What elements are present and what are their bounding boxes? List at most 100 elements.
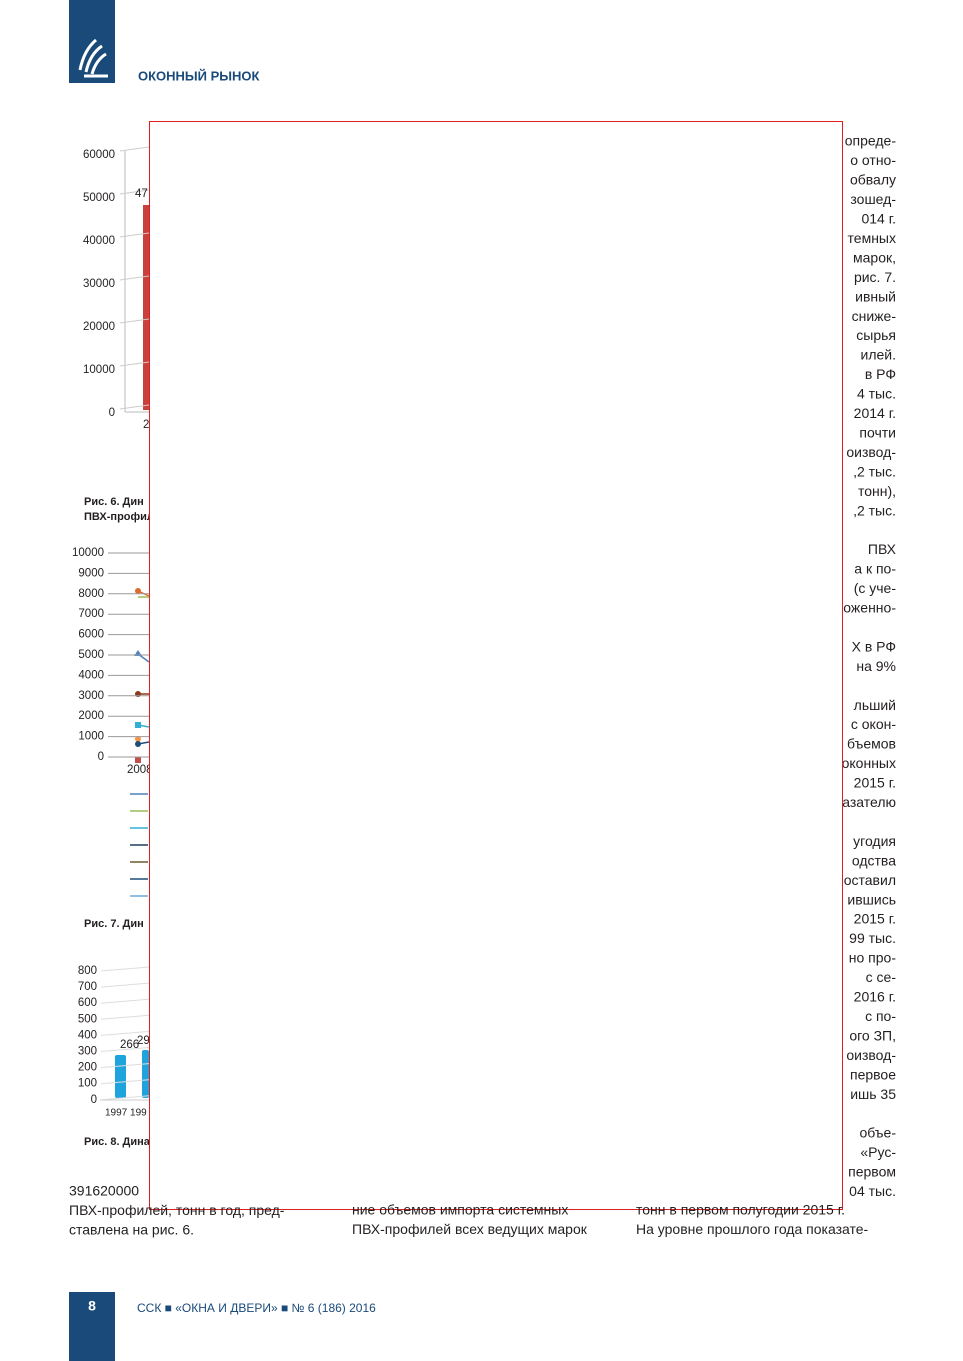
body-text: в РФ — [865, 366, 896, 382]
body-text: первое — [850, 1066, 896, 1082]
body-text: 99 тыс. — [849, 930, 896, 946]
y-tick-label: 700 — [78, 981, 97, 993]
body-text: ,2 тыс. — [853, 502, 896, 518]
y-tick-label: 30000 — [83, 278, 115, 290]
body-text: с окон- — [851, 716, 896, 732]
body-text: 04 тыс. — [849, 1183, 896, 1199]
y-tick-label: 0 — [109, 407, 115, 419]
body-text: «Рус- — [860, 1144, 896, 1160]
footer-issue: ССК ■ «ОКНА И ДВЕРИ» ■ № 6 (186) 2016 — [137, 1301, 376, 1315]
y-tick-label: 9000 — [78, 567, 104, 579]
body-text: зошед- — [850, 191, 896, 207]
body-text: угодия — [853, 833, 896, 849]
body-text: оизвод- — [846, 1047, 896, 1063]
grid-line — [119, 404, 150, 410]
y-tick-label: 8000 — [78, 588, 104, 600]
body-text: первом — [848, 1164, 896, 1180]
body-text: но про- — [849, 950, 897, 966]
value-label: 47 — [135, 188, 148, 200]
grid-line — [119, 361, 150, 367]
body-text: оизвод- — [846, 444, 896, 460]
body-text: на 9% — [856, 658, 896, 674]
y-tick-label: 0 — [98, 751, 104, 763]
body-text: оконных — [842, 755, 896, 771]
body-text: ивный — [855, 288, 896, 304]
y-tick-label: 800 — [78, 965, 97, 977]
body-text: с се- — [866, 969, 897, 985]
body-text: сниже- — [852, 308, 897, 324]
y-tick-label: 200 — [78, 1062, 97, 1074]
y-tick-label: 60000 — [83, 149, 115, 161]
body-text: илей. — [861, 347, 897, 363]
y-tick-label: 5000 — [78, 649, 104, 661]
grid-line — [119, 189, 150, 195]
grid-line — [100, 1030, 150, 1036]
x-tick-label: 2008 — [127, 764, 153, 776]
grid-line — [119, 318, 150, 324]
grid-line — [100, 1063, 150, 1069]
y-tick-label: 7000 — [78, 608, 104, 620]
y-tick-label: 1000 — [78, 731, 104, 743]
body-text: почти — [859, 424, 896, 440]
grid-line — [100, 1014, 150, 1020]
body-text: сырья — [856, 327, 896, 343]
y-tick-label: 6000 — [78, 629, 104, 641]
body-text: ПВХ-профилей всех ведущих марок — [352, 1221, 588, 1237]
figure8-decor — [100, 1050, 149, 1101]
grid-line — [119, 232, 150, 238]
body-text: 4 тыс. — [857, 386, 896, 402]
overlay-box — [149, 121, 843, 1210]
y-tick-label: 50000 — [83, 192, 115, 204]
body-text: ившись — [847, 891, 896, 907]
y-tick-label: 2000 — [78, 710, 104, 722]
body-text: 2016 г. — [854, 989, 896, 1005]
body-text: 391620000 — [69, 1183, 139, 1199]
body-text: бъемов — [847, 736, 896, 752]
y-tick-label: 10000 — [72, 547, 104, 559]
y-tick-label: 400 — [78, 1029, 97, 1041]
body-text: а к по- — [854, 561, 896, 577]
y-tick-label: 10000 — [83, 364, 115, 376]
y-tick-label: 600 — [78, 997, 97, 1009]
body-text: 2015 г. — [854, 911, 896, 927]
y-tick-label: 4000 — [78, 669, 104, 681]
body-text: темных — [848, 230, 896, 246]
grid-line — [119, 146, 150, 152]
body-text: ставлена на рис. 6. — [69, 1222, 194, 1238]
grid-line — [119, 275, 150, 281]
grid-line — [100, 982, 150, 988]
body-text: оставил — [844, 872, 896, 888]
body-text: льший — [854, 697, 896, 713]
body-text: ПВХ — [868, 541, 897, 557]
body-text: ишь 35 — [850, 1086, 896, 1102]
body-text: тонн), — [858, 483, 896, 499]
body-text: рис. 7. — [854, 269, 896, 285]
body-text: одства — [852, 852, 896, 868]
body-text: объе- — [859, 1125, 896, 1141]
body-text: с по- — [865, 1008, 896, 1024]
footer-block — [69, 1292, 115, 1361]
body-text: На уровне прошлого года показате- — [636, 1221, 869, 1237]
figure-caption: ПВХ-профил — [84, 511, 154, 523]
y-tick-label: 500 — [78, 1013, 97, 1025]
y-tick-label: 100 — [78, 1078, 97, 1090]
body-text: ние объемов импорта системных — [352, 1202, 568, 1218]
body-text: опреде- — [845, 133, 897, 149]
page-number: 8 — [88, 1298, 96, 1314]
body-text: тонн в первом полугодии 2015 г. — [636, 1202, 845, 1218]
body-text: Х в РФ — [852, 638, 896, 654]
body-text: 2014 г. — [854, 405, 896, 421]
body-text: ого ЗП, — [849, 1027, 896, 1043]
grid-line — [100, 1047, 150, 1052]
section-title: ОКОННЫЙ РЫНОК — [138, 68, 260, 83]
body-text: о отно- — [850, 152, 896, 168]
y-tick-label: 300 — [78, 1046, 97, 1058]
grid-line — [100, 998, 150, 1004]
y-tick-label: 20000 — [83, 321, 115, 333]
grid-line — [100, 1095, 150, 1101]
x-tick-label: 2 — [143, 419, 149, 431]
figure-caption: Рис. 8. Дина — [84, 1136, 151, 1148]
body-text: азателю — [842, 794, 896, 810]
body-text: оженно- — [843, 600, 896, 616]
